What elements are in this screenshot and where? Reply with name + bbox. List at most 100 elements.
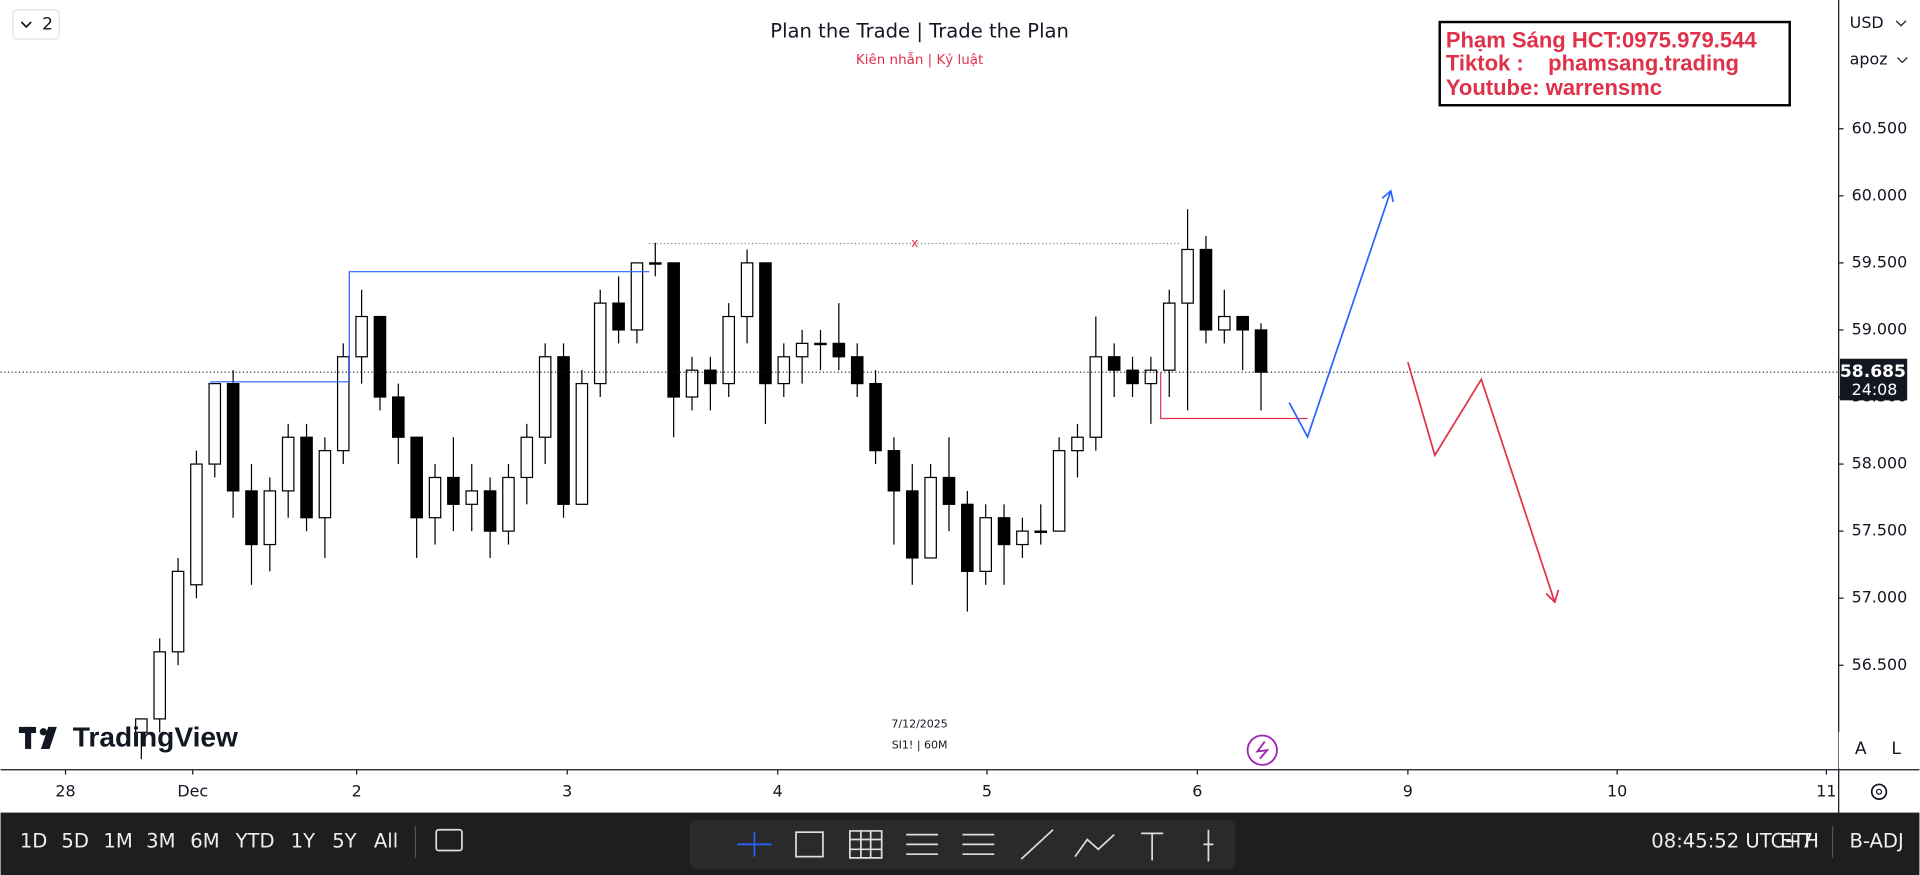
snapshot-date: 7/12/2025 bbox=[891, 717, 947, 730]
candle-body bbox=[447, 476, 460, 505]
zone-line bbox=[1160, 372, 1308, 420]
candle-body bbox=[1089, 356, 1103, 438]
candle-body bbox=[850, 356, 864, 385]
settings-icon bbox=[1875, 788, 1883, 795]
candle-body bbox=[942, 476, 956, 505]
pattern-tool[interactable] bbox=[1074, 833, 1115, 858]
chevron bbox=[20, 21, 32, 29]
candle-body bbox=[465, 490, 479, 505]
pitch-tool[interactable] bbox=[962, 833, 995, 856]
measure-tool[interactable] bbox=[1203, 829, 1214, 862]
plot-area bbox=[0, 209, 1839, 760]
x-tick-label: 4 bbox=[773, 781, 783, 800]
candle-body bbox=[1126, 369, 1139, 385]
candle-body bbox=[336, 356, 350, 452]
candle-body bbox=[832, 342, 846, 358]
candle-body bbox=[1144, 369, 1158, 385]
settings-icon[interactable] bbox=[1870, 783, 1888, 800]
candle-body bbox=[538, 356, 552, 438]
watermark-line: Phạm Sáng HCT:0975.979.544 bbox=[1446, 27, 1758, 52]
candle-body bbox=[300, 436, 313, 519]
candle-body bbox=[1107, 356, 1121, 371]
range-button[interactable]: YTD bbox=[235, 829, 275, 852]
bull-path bbox=[1288, 190, 1392, 440]
chevron bbox=[1896, 57, 1908, 64]
watermark-box bbox=[1438, 20, 1791, 107]
candle-body bbox=[1236, 315, 1249, 331]
interval-button[interactable] bbox=[12, 9, 60, 40]
arrow-head bbox=[1381, 189, 1395, 203]
candle-body bbox=[667, 262, 680, 398]
candle-body bbox=[318, 450, 332, 519]
candle-body bbox=[777, 356, 791, 385]
logo-part bbox=[39, 728, 48, 736]
rect-tool[interactable] bbox=[795, 831, 824, 858]
candle-body bbox=[520, 436, 534, 479]
level-line bbox=[348, 271, 650, 382]
grid-tool[interactable] bbox=[849, 830, 883, 859]
range-button[interactable]: 1M bbox=[103, 829, 132, 852]
x-tick-label: 9 bbox=[1403, 781, 1413, 800]
price-axis bbox=[1838, 0, 1920, 813]
range-button[interactable]: 1Y bbox=[291, 829, 315, 852]
session[interactable]: ETH bbox=[1780, 829, 1819, 852]
range-button[interactable]: 6M bbox=[190, 829, 219, 852]
candle-body bbox=[814, 342, 827, 346]
x-tick-label: 11 bbox=[1816, 781, 1836, 800]
range-button[interactable]: 1D bbox=[20, 829, 48, 852]
candle-body bbox=[979, 517, 992, 572]
date-range-icon[interactable] bbox=[435, 828, 463, 852]
watermark-line: Youtube: warrensmc bbox=[1446, 75, 1662, 100]
scale-buttons bbox=[1838, 731, 1920, 769]
y-tick-label: 59.000 bbox=[1852, 319, 1908, 338]
clock: 08:45:52 UTC+7 bbox=[1651, 829, 1813, 852]
scale-button[interactable]: L bbox=[1891, 739, 1901, 759]
candle-body bbox=[263, 490, 277, 546]
logo-icon bbox=[18, 726, 57, 749]
candle-body bbox=[795, 342, 809, 358]
trend-tool[interactable] bbox=[1020, 829, 1054, 860]
candle-body bbox=[1034, 530, 1048, 533]
candle-body bbox=[1016, 530, 1029, 546]
currency[interactable]: USD bbox=[1850, 13, 1884, 32]
y-tick-label: 57.500 bbox=[1852, 521, 1908, 540]
watermark-line: Tiktok : phamsang.trading bbox=[1446, 51, 1739, 76]
candle-body bbox=[722, 315, 736, 385]
user[interactable]: apoz bbox=[1850, 49, 1888, 68]
candle-body bbox=[593, 302, 607, 385]
range-button[interactable]: 5D bbox=[61, 829, 89, 852]
drawing-toolbar bbox=[689, 819, 1236, 869]
scale-button[interactable]: A bbox=[1855, 739, 1867, 759]
range-button[interactable]: 3M bbox=[146, 829, 175, 852]
time-ticks: 28 Dec 2 3 4 5 6 9 10 11 bbox=[55, 769, 1836, 800]
y-tick-label: 59.500 bbox=[1852, 252, 1908, 271]
candle-body bbox=[1052, 450, 1066, 532]
candle-body bbox=[905, 490, 919, 559]
drawings bbox=[210, 189, 1560, 604]
candle-body bbox=[373, 315, 387, 398]
x-tick-label: 6 bbox=[1192, 781, 1202, 800]
candle-body bbox=[648, 262, 662, 265]
x-tick-label: 28 bbox=[55, 781, 75, 800]
candle-body bbox=[392, 396, 405, 438]
range-button[interactable]: 5Y bbox=[332, 829, 356, 852]
last-price-label: 58.685 bbox=[1840, 362, 1906, 382]
logo-text: TradingView bbox=[73, 722, 238, 753]
candle-body bbox=[483, 490, 497, 532]
candle-body bbox=[557, 356, 570, 505]
range-button[interactable]: All bbox=[374, 829, 398, 852]
candle-body bbox=[997, 517, 1011, 546]
drawing-tools bbox=[737, 829, 1214, 862]
candle-body bbox=[1162, 302, 1176, 371]
adjust[interactable]: B-ADJ bbox=[1849, 829, 1903, 852]
x-tick-label: 2 bbox=[352, 781, 362, 800]
crosshair-tool[interactable] bbox=[737, 832, 772, 857]
text-tool[interactable] bbox=[1141, 832, 1164, 861]
y-tick-label: 60.000 bbox=[1852, 185, 1908, 204]
lightning bbox=[1255, 741, 1270, 760]
candle-body bbox=[1218, 315, 1231, 331]
candle-body bbox=[502, 476, 515, 532]
fib-tool[interactable] bbox=[906, 833, 938, 856]
candle-body bbox=[226, 382, 240, 492]
